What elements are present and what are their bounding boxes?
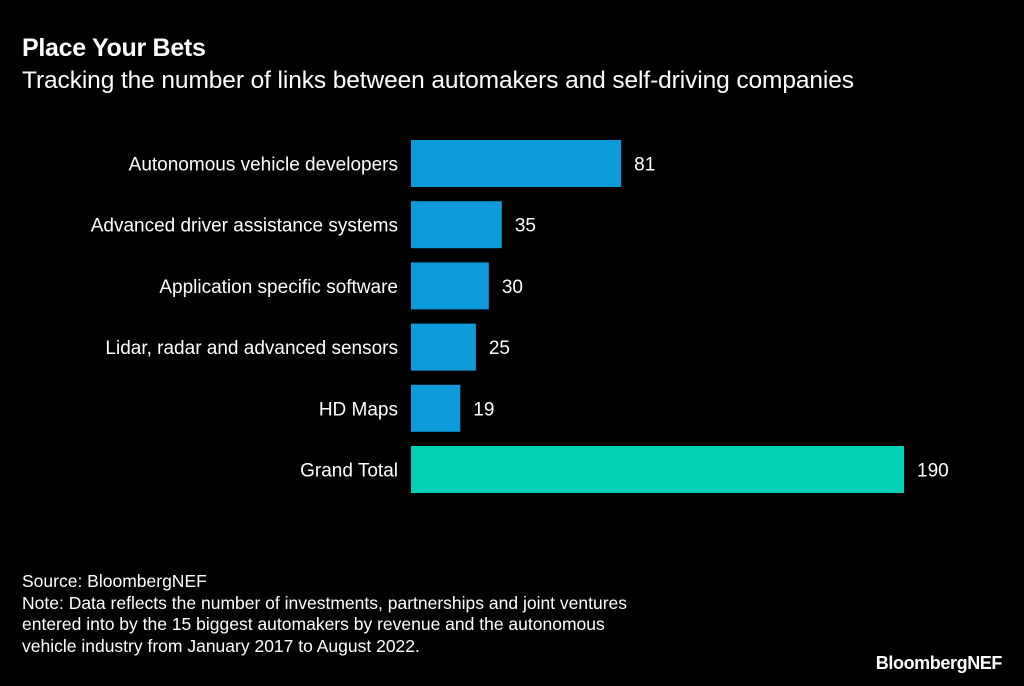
- source-note: Source: BloombergNEF: [22, 571, 207, 591]
- chart-subtitle: Tracking the number of links between aut…: [22, 67, 854, 94]
- bar: [411, 323, 476, 371]
- category-label: Grand Total: [300, 461, 398, 482]
- data-label: 19: [473, 399, 494, 420]
- category-label: Lidar, radar and advanced sensors: [105, 338, 398, 359]
- category-label: Advanced driver assistance systems: [91, 216, 398, 237]
- bloombergnef-logo: BloombergNEF: [875, 653, 1003, 673]
- note-line: vehicle industry from January 2017 to Au…: [22, 635, 420, 656]
- bar: [411, 446, 904, 493]
- bar: [411, 140, 622, 187]
- category-label: HD Maps: [319, 399, 398, 420]
- category-label: Autonomous vehicle developers: [129, 155, 398, 176]
- data-label: 25: [489, 338, 510, 359]
- bar: [411, 201, 502, 249]
- note-line: Note: Data reflects the number of invest…: [22, 592, 628, 613]
- data-label: 81: [634, 155, 655, 176]
- category-label: Application specific software: [159, 277, 398, 298]
- chart-title: Place Your Bets: [22, 34, 206, 62]
- bar-chart: Autonomous vehicle developers 81 Advanced …: [91, 140, 949, 493]
- footer: Source: BloombergNEF Note: Data reflects…: [22, 571, 627, 657]
- bar: [411, 384, 461, 432]
- data-label: 35: [515, 216, 536, 237]
- data-label: 190: [917, 461, 949, 482]
- data-label: 30: [502, 277, 523, 298]
- note-line: entered into by the 15 biggest automaker…: [22, 614, 605, 634]
- bar: [411, 262, 489, 310]
